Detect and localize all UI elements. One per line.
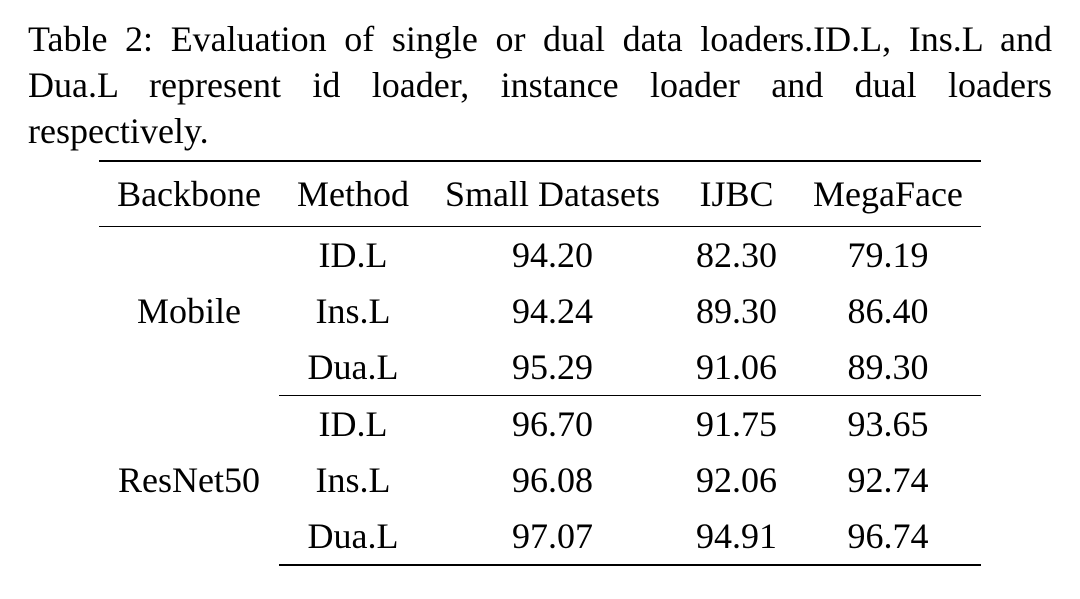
cell-mega: 96.74 <box>795 508 981 565</box>
cell-mega: 79.19 <box>795 227 981 284</box>
cell-method: Dua.L <box>279 339 427 396</box>
cell-mega: 93.65 <box>795 396 981 453</box>
cell-ijbc: 92.06 <box>678 452 795 508</box>
cell-small: 96.08 <box>427 452 678 508</box>
cell-ijbc: 94.91 <box>678 508 795 565</box>
col-header-backbone: Backbone <box>99 161 279 227</box>
cell-ijbc: 89.30 <box>678 283 795 339</box>
table-row: Mobile ID.L 94.20 82.30 79.19 <box>99 227 981 284</box>
cell-small: 96.70 <box>427 396 678 453</box>
backbone-cell: ResNet50 <box>99 396 279 566</box>
table-caption: Table 2: Evaluation of single or dual da… <box>28 16 1052 154</box>
page: Table 2: Evaluation of single or dual da… <box>0 0 1080 599</box>
results-table: Backbone Method Small Datasets IJBC Mega… <box>99 160 981 566</box>
col-header-ijbc: IJBC <box>678 161 795 227</box>
cell-small: 94.24 <box>427 283 678 339</box>
table-row: ResNet50 ID.L 96.70 91.75 93.65 <box>99 396 981 453</box>
caption-prefix: Table 2: <box>28 19 153 59</box>
col-header-small: Small Datasets <box>427 161 678 227</box>
cell-mega: 89.30 <box>795 339 981 396</box>
table-header-row: Backbone Method Small Datasets IJBC Mega… <box>99 161 981 227</box>
backbone-cell: Mobile <box>99 227 279 396</box>
cell-method: ID.L <box>279 227 427 284</box>
cell-ijbc: 91.06 <box>678 339 795 396</box>
caption-line-1: Evaluation of single or dual data loader… <box>171 19 891 59</box>
cell-small: 97.07 <box>427 508 678 565</box>
cell-small: 95.29 <box>427 339 678 396</box>
cell-ijbc: 82.30 <box>678 227 795 284</box>
cell-method: Ins.L <box>279 452 427 508</box>
col-header-megaface: MegaFace <box>795 161 981 227</box>
cell-mega: 86.40 <box>795 283 981 339</box>
cell-ijbc: 91.75 <box>678 396 795 453</box>
cell-mega: 92.74 <box>795 452 981 508</box>
cell-method: Ins.L <box>279 283 427 339</box>
cell-method: ID.L <box>279 396 427 453</box>
col-header-method: Method <box>279 161 427 227</box>
cell-method: Dua.L <box>279 508 427 565</box>
cell-small: 94.20 <box>427 227 678 284</box>
